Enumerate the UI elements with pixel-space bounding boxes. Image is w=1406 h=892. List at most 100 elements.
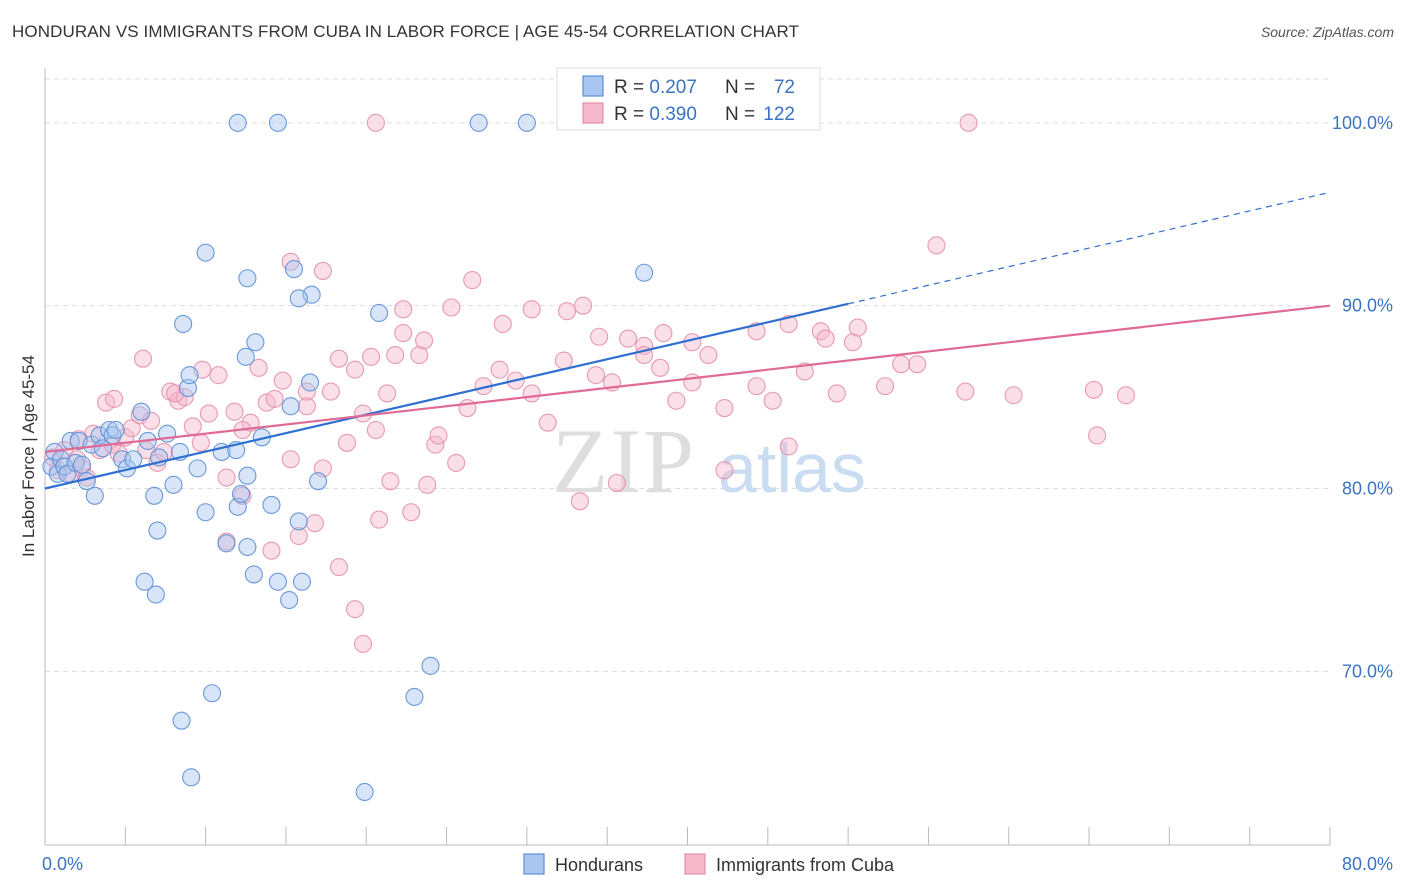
y-tick-label-3: 100.0% <box>1332 113 1393 133</box>
legend-r-label-1: R = <box>614 77 649 98</box>
cuba-point-90 <box>105 389 124 408</box>
honduran-point-54 <box>292 572 312 591</box>
honduran-point-7 <box>66 453 85 472</box>
cuba-point-109 <box>463 271 482 290</box>
cuba-point-76 <box>827 384 846 403</box>
cuba-point-50 <box>410 345 429 365</box>
honduran-point-48 <box>217 534 236 553</box>
cuba-point-22 <box>183 417 202 436</box>
chart-title: HONDURAN VS IMMIGRANTS FROM CUBA IN LABO… <box>12 22 799 41</box>
cuba-point-66 <box>651 358 670 377</box>
cuba-point-108 <box>447 453 466 472</box>
honduran-point-71 <box>146 585 165 604</box>
honduran-trend-extension <box>847 191 1331 305</box>
honduran-point-30 <box>180 366 199 385</box>
cuba-point-40 <box>329 349 348 368</box>
cuba-point-71 <box>747 377 766 396</box>
legend-n-value-1: 72 <box>774 77 795 98</box>
bottom-legend-swatch-hondurans <box>523 853 545 875</box>
y-tick-label-2: 90.0% <box>1342 296 1393 316</box>
cuba-point-25 <box>209 366 228 385</box>
honduran-point-35 <box>236 347 255 366</box>
cuba-point-107 <box>429 426 448 445</box>
cuba-point-123 <box>848 318 867 337</box>
cuba-point-64 <box>619 329 638 348</box>
cuba-point-69 <box>699 345 718 365</box>
honduran-point-36 <box>244 565 263 584</box>
honduran-point-55 <box>284 260 304 279</box>
cuba-point-48 <box>394 300 413 319</box>
x-axis-ticks <box>44 827 1331 845</box>
cuba-point-81 <box>956 382 975 401</box>
cuba-point-119 <box>715 461 734 480</box>
honduran-point-17 <box>106 420 125 440</box>
legend-n-label-1: N = <box>725 77 755 98</box>
cuba-point-59 <box>538 413 557 432</box>
source-label: Source: ZipAtlas.com <box>1260 24 1394 40</box>
bottom-legend-label-cuba: Immigrants from Cuba <box>716 855 895 875</box>
honduran-point-38 <box>262 495 281 514</box>
cuba-point-84 <box>1116 386 1136 405</box>
cuba-point-85 <box>1088 426 1107 445</box>
cuba-point-62 <box>586 366 605 385</box>
cuba-point-24 <box>199 404 218 423</box>
legend-n-label-2: N = <box>725 104 755 125</box>
honduran-point-46 <box>203 684 222 703</box>
honduran-point-49 <box>231 484 251 504</box>
honduran-points <box>42 113 654 802</box>
cuba-point-83 <box>1084 380 1103 399</box>
cuba-point-113 <box>574 296 593 315</box>
cuba-point-78 <box>876 377 895 396</box>
watermark-zip: ZIP <box>552 410 696 512</box>
cuba-point-77 <box>843 333 862 352</box>
honduran-point-59 <box>238 269 257 288</box>
cuba-trend-line <box>44 304 1331 454</box>
watermark-atlas: atlas <box>718 429 866 507</box>
svg-text:R = 0.207: R = 0.207 <box>614 77 697 98</box>
honduran-point-41 <box>289 512 308 531</box>
cuba-point-47 <box>386 345 405 365</box>
cuba-point-42 <box>345 360 365 379</box>
cuba-point-27 <box>225 402 244 421</box>
legend-r-value-2: 0.390 <box>649 104 697 125</box>
cuba-point-121 <box>779 314 798 334</box>
cuba-point-35 <box>289 526 308 546</box>
cuba-point-115 <box>607 473 626 493</box>
cuba-point-102 <box>353 634 373 653</box>
cuba-point-100 <box>329 558 348 577</box>
honduran-point-20 <box>124 450 143 469</box>
cuba-point-104 <box>381 472 400 491</box>
svg-text:N =: N = <box>725 77 755 98</box>
cuba-point-39 <box>321 382 340 401</box>
honduran-point-65 <box>355 782 374 802</box>
cuba-point-114 <box>590 327 609 346</box>
cuba-point-23 <box>191 433 210 452</box>
cuba-point-72 <box>763 391 782 410</box>
cuba-point-45 <box>370 510 389 529</box>
honduran-point-64 <box>405 687 424 706</box>
cuba-point-120 <box>747 322 766 341</box>
honduran-point-61 <box>370 303 389 323</box>
cuba-point-58 <box>522 384 541 403</box>
x-tick-label-min: 0.0% <box>42 854 83 874</box>
cuba-point-80 <box>908 355 927 374</box>
cuba-point-74 <box>795 362 814 381</box>
honduran-point-66 <box>228 113 247 132</box>
cuba-points <box>43 113 1136 653</box>
honduran-point-60 <box>246 333 265 352</box>
honduran-point-67 <box>268 113 287 132</box>
legend-swatch-hondurans <box>582 75 604 97</box>
honduran-point-69 <box>517 113 536 132</box>
cuba-point-96 <box>262 541 281 560</box>
legend-swatch-cuba <box>582 102 604 124</box>
cuba-point-99 <box>313 261 332 280</box>
cuba-point-86 <box>927 236 946 255</box>
cuba-point-91 <box>133 349 153 368</box>
cuba-point-105 <box>394 324 413 343</box>
y-axis-label: In Labor Force | Age 45-54 <box>19 355 38 557</box>
cuba-point-44 <box>362 347 381 366</box>
cuba-point-112 <box>557 302 577 321</box>
cuba-point-53 <box>442 298 461 317</box>
cuba-point-49 <box>402 503 421 522</box>
